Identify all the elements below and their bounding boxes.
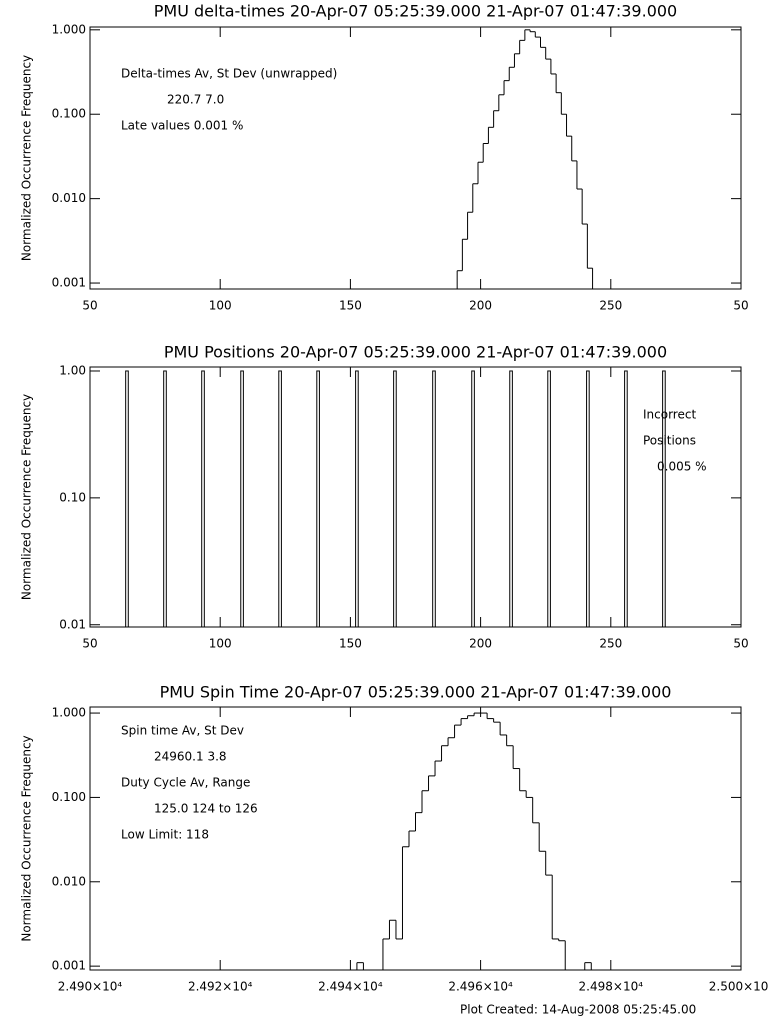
y-tick-label: 0.010 — [52, 874, 86, 888]
annotation: Low Limit: 118 — [121, 828, 209, 842]
y-tick-label: 0.010 — [52, 191, 86, 205]
x-tick-label: 50 — [82, 299, 97, 313]
y-tick-label: 0.001 — [52, 959, 86, 973]
y-axis-label: Normalized Occurrence Frequency — [20, 394, 34, 600]
spike-bar — [163, 370, 167, 628]
x-tick-label: 50 — [733, 637, 748, 651]
spike-bar — [586, 370, 590, 628]
y-axis-label: Normalized Occurrence Frequency — [20, 735, 34, 941]
spike-bar — [393, 370, 397, 628]
spike-bar — [662, 370, 666, 628]
spike-bar — [509, 370, 513, 628]
x-tick-label: 100 — [209, 299, 232, 313]
y-axis-label: Normalized Occurrence Frequency — [20, 55, 34, 261]
chart-title: PMU delta-times 20-Apr-07 05:25:39.000 2… — [154, 2, 677, 21]
x-tick-label: 2.492×10⁴ — [188, 980, 253, 994]
x-tick-label: 2.498×10⁴ — [579, 980, 644, 994]
y-tick-label: 0.10 — [59, 490, 86, 504]
x-tick-label: 2.500×10⁴ — [709, 980, 768, 994]
x-tick-label: 250 — [599, 637, 622, 651]
footer: Plot Created: 14-Aug-2008 05:25:45.00 — [460, 1003, 696, 1017]
y-tick-label: 0.100 — [52, 107, 86, 121]
plot-frame — [89, 366, 742, 628]
plot-frame — [89, 26, 742, 290]
spike-bar — [355, 370, 359, 628]
annotation: Positions — [643, 434, 696, 448]
spike-bar — [471, 370, 475, 628]
x-tick-label: 150 — [339, 299, 362, 313]
spike-bar — [547, 370, 551, 628]
chart-title: PMU Spin Time 20-Apr-07 05:25:39.000 21-… — [160, 683, 672, 702]
chart-title: PMU Positions 20-Apr-07 05:25:39.000 21-… — [164, 343, 667, 362]
spike-bar — [240, 370, 244, 628]
x-tick-label: 200 — [469, 299, 492, 313]
x-tick-label: 250 — [599, 299, 622, 313]
y-tick-label: 1.000 — [52, 22, 86, 36]
spike-bar — [432, 370, 436, 628]
annotation: Delta-times Av, St Dev (unwrapped) — [121, 67, 337, 81]
annotation: 0.005 % — [657, 460, 707, 474]
x-tick-label: 150 — [339, 637, 362, 651]
y-tick-label: 0.001 — [52, 276, 86, 290]
spike-bar — [201, 370, 205, 628]
y-tick-label: 1.000 — [52, 706, 86, 720]
annotation: 220.7 7.0 — [167, 93, 224, 107]
spike-bar — [624, 370, 628, 628]
annotation: Incorrect — [643, 408, 696, 422]
spike-bar — [316, 370, 320, 628]
annotation: Late values 0.001 % — [121, 119, 243, 133]
y-tick-label: 0.100 — [52, 790, 86, 804]
x-tick-label: 50 — [733, 299, 748, 313]
x-tick-label: 2.494×10⁴ — [318, 980, 383, 994]
x-tick-label: 50 — [82, 637, 97, 651]
x-tick-label: 100 — [209, 637, 232, 651]
spike-bar — [278, 370, 282, 628]
spike-bar — [125, 370, 129, 628]
x-tick-label: 2.496×10⁴ — [448, 980, 513, 994]
plot-frame — [89, 706, 742, 971]
annotation: 125.0 124 to 126 — [154, 802, 258, 816]
annotation: 24960.1 3.8 — [154, 750, 227, 764]
x-tick-label: 2.490×10⁴ — [58, 980, 123, 994]
annotation: Duty Cycle Av, Range — [121, 776, 250, 790]
x-tick-label: 200 — [469, 637, 492, 651]
y-tick-label: 0.01 — [59, 617, 86, 631]
annotation: Spin time Av, St Dev — [121, 724, 244, 738]
y-tick-label: 1.00 — [59, 363, 86, 377]
